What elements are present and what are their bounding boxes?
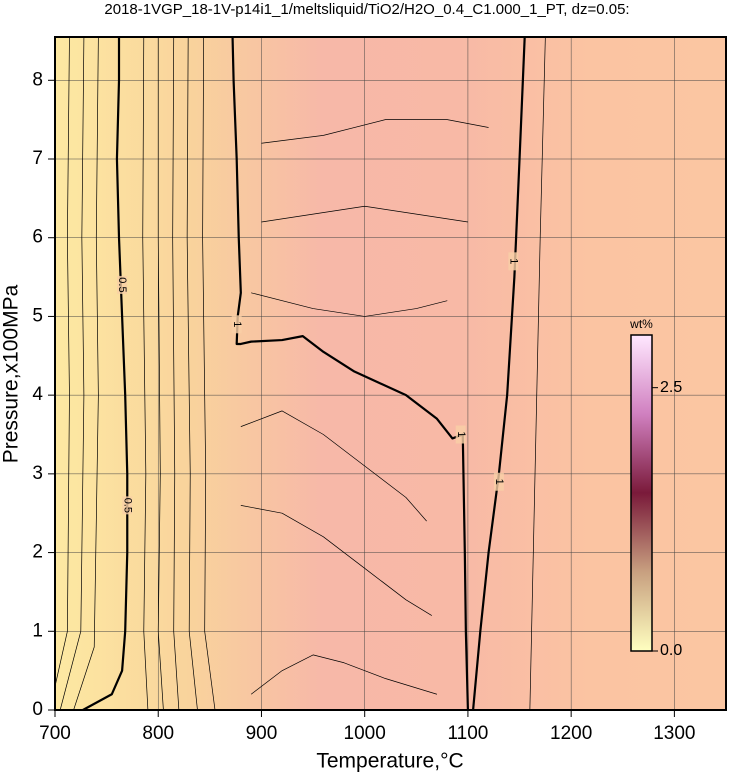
contour-line <box>251 292 448 317</box>
contour-line <box>142 36 149 711</box>
contour-line <box>157 37 164 711</box>
y-tick-label: 6 <box>32 227 43 248</box>
contour-line <box>186 36 198 711</box>
x-tick-label: 1100 <box>447 723 488 744</box>
contour-label: 0.5 <box>116 277 128 292</box>
plot-frame <box>54 36 727 711</box>
contour-label-bg <box>508 252 519 271</box>
contour-line <box>202 36 216 711</box>
contour-label: 1 <box>507 258 519 264</box>
y-axis-label: Pressure,x100MPa <box>0 284 23 463</box>
y-tick-label: 2 <box>32 542 43 563</box>
x-tick-label: 1300 <box>653 723 695 744</box>
contour-label-bg <box>231 315 242 334</box>
contour-line <box>250 654 438 695</box>
contour-line <box>261 119 489 144</box>
y-tick-label: 7 <box>32 148 43 169</box>
chart-title: 2018-1VGP_18-1V-p14i1_1/meltsliquid/TiO2… <box>104 1 629 18</box>
y-tick-label: 0 <box>32 699 43 720</box>
colorbar <box>630 334 653 652</box>
contour-line <box>240 505 432 616</box>
contour-label-bg <box>493 472 504 491</box>
y-tick-label: 8 <box>32 69 43 90</box>
contour-label: 0.5 <box>121 498 133 513</box>
y-tick-label: 3 <box>32 463 43 484</box>
contour-label: 1 <box>493 479 505 485</box>
contour-line <box>471 36 526 711</box>
y-tick-label: 5 <box>32 305 43 326</box>
y-tick-label: 4 <box>32 384 43 405</box>
contour-line <box>529 36 546 711</box>
x-tick-label: 1000 <box>344 723 386 744</box>
colorbar-tick-label: 2.5 <box>660 379 682 396</box>
x-tick-label: 800 <box>142 723 174 744</box>
colorbar-title: wt% <box>629 317 653 331</box>
contour-label-bg <box>455 425 466 444</box>
contour-line <box>82 37 129 711</box>
contour-line <box>73 36 99 711</box>
contour-line <box>172 36 180 711</box>
colorbar-tick-label: 0.0 <box>660 642 682 659</box>
contour-label: 1 <box>455 431 467 437</box>
contour-line <box>261 205 468 223</box>
contour-label-bg <box>117 275 128 294</box>
x-tick-label: 1200 <box>550 723 592 744</box>
x-tick-label: 700 <box>39 723 71 744</box>
contour-line <box>54 36 70 687</box>
contour-label: 1 <box>231 321 243 327</box>
x-tick-label: 900 <box>246 723 278 744</box>
contour-label-bg <box>122 496 133 515</box>
contour-line <box>59 36 85 711</box>
plot-background <box>55 37 726 710</box>
y-tick-label: 1 <box>32 620 43 641</box>
contour-line <box>240 410 427 522</box>
x-axis-label: Temperature,°C <box>316 750 463 773</box>
